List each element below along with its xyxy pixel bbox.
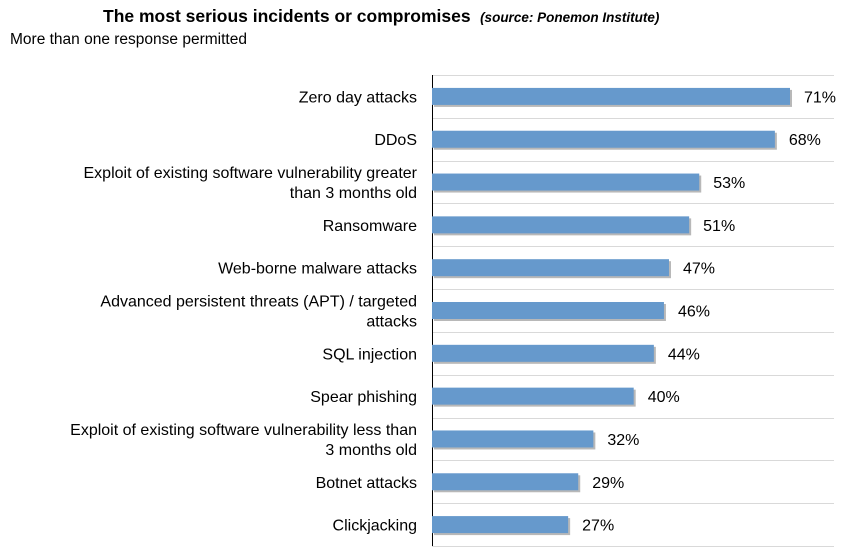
value-label: 40%: [648, 389, 680, 406]
value-label: 51%: [703, 218, 735, 235]
category-label: Exploit of existing software vulnerabili…: [70, 422, 417, 459]
category-label: Clickjacking: [333, 518, 417, 535]
chart-subtitle: More than one response permitted: [10, 31, 247, 48]
bar: [432, 516, 569, 534]
category-label: Botnet attacks: [316, 475, 417, 492]
category-label: Exploit of existing software vulnerabili…: [84, 165, 418, 202]
chart-title-text: The most serious incidents or compromise…: [103, 6, 471, 26]
category-label: Web-borne malware attacks: [218, 261, 417, 278]
category-label: DDoS: [374, 132, 417, 149]
category-label: Ransomware: [323, 218, 417, 235]
value-label: 47%: [683, 261, 715, 278]
chart-title: The most serious incidents or compromise…: [103, 6, 659, 27]
value-label: 29%: [592, 475, 624, 492]
bar: [432, 473, 579, 491]
category-label: Zero day attacks: [299, 89, 417, 106]
bar: [432, 259, 669, 277]
category-label: Advanced persistent threats (APT) / targ…: [100, 294, 417, 331]
bar: [432, 130, 775, 148]
bar: [432, 173, 700, 191]
value-label: 71%: [804, 89, 836, 106]
bar: [432, 344, 654, 362]
value-label: 27%: [582, 518, 614, 535]
bar: [432, 430, 594, 448]
value-label: 44%: [668, 346, 700, 363]
chart-source: (source: Ponemon Institute): [480, 10, 660, 25]
category-label: Spear phishing: [310, 389, 417, 406]
value-label: 32%: [607, 432, 639, 449]
value-label: 46%: [678, 304, 710, 321]
value-label: 53%: [713, 175, 745, 192]
bar: [432, 387, 634, 405]
bar: [432, 302, 664, 319]
bar: [432, 216, 690, 234]
bar: [432, 87, 790, 105]
value-label: 68%: [789, 132, 821, 149]
category-label: SQL injection: [322, 346, 417, 363]
